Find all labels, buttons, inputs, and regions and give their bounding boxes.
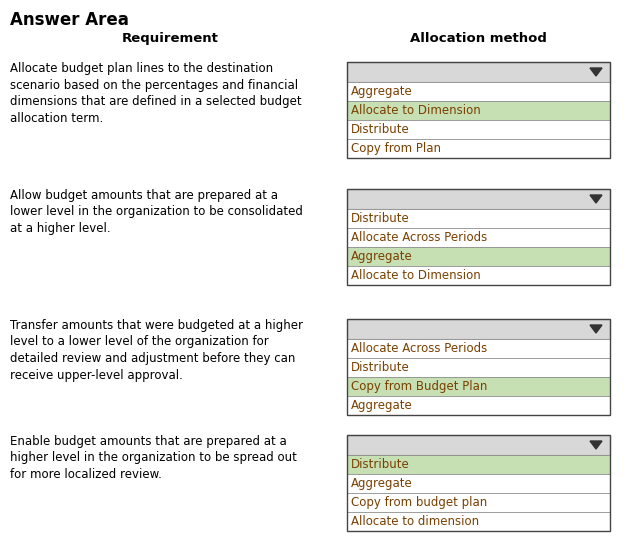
Bar xyxy=(347,435,610,531)
Text: Distribute: Distribute xyxy=(351,123,410,136)
Bar xyxy=(347,493,610,512)
Text: Allocate to Dimension: Allocate to Dimension xyxy=(351,104,481,117)
Text: Copy from Budget Plan: Copy from Budget Plan xyxy=(351,380,488,393)
Text: Aggregate: Aggregate xyxy=(351,250,413,263)
Text: Allocate to dimension: Allocate to dimension xyxy=(351,515,479,528)
Bar xyxy=(347,120,610,139)
Bar xyxy=(347,189,610,285)
Text: Aggregate: Aggregate xyxy=(351,85,413,98)
Bar xyxy=(347,139,610,158)
Text: Copy from Plan: Copy from Plan xyxy=(351,142,441,155)
Polygon shape xyxy=(590,68,602,76)
Text: Allocate to Dimension: Allocate to Dimension xyxy=(351,269,481,282)
Bar xyxy=(347,474,610,493)
Bar xyxy=(347,435,610,455)
Bar xyxy=(347,319,610,415)
Text: Allow budget amounts that are prepared at a
lower level in the organization to b: Allow budget amounts that are prepared a… xyxy=(10,189,303,235)
Text: Enable budget amounts that are prepared at a
higher level in the organization to: Enable budget amounts that are prepared … xyxy=(10,435,297,481)
Bar xyxy=(347,228,610,247)
Polygon shape xyxy=(590,325,602,333)
Bar xyxy=(347,339,610,358)
Bar xyxy=(347,82,610,101)
Text: Allocate budget plan lines to the destination
scenario based on the percentages : Allocate budget plan lines to the destin… xyxy=(10,62,302,125)
Text: Allocation method: Allocation method xyxy=(410,32,546,45)
Text: Transfer amounts that were budgeted at a higher
level to a lower level of the or: Transfer amounts that were budgeted at a… xyxy=(10,319,303,381)
Text: Distribute: Distribute xyxy=(351,212,410,225)
Polygon shape xyxy=(590,195,602,203)
Polygon shape xyxy=(590,441,602,449)
Text: Answer Area: Answer Area xyxy=(10,11,129,29)
Bar xyxy=(347,101,610,120)
Bar xyxy=(347,247,610,266)
Text: Copy from budget plan: Copy from budget plan xyxy=(351,496,487,509)
Text: Distribute: Distribute xyxy=(351,458,410,471)
Bar xyxy=(347,396,610,415)
Text: Allocate Across Periods: Allocate Across Periods xyxy=(351,342,487,355)
Text: Aggregate: Aggregate xyxy=(351,399,413,412)
Text: Allocate Across Periods: Allocate Across Periods xyxy=(351,231,487,244)
Bar xyxy=(347,319,610,339)
Text: Requirement: Requirement xyxy=(122,32,219,45)
Bar xyxy=(347,62,610,158)
Bar xyxy=(347,358,610,377)
Text: Aggregate: Aggregate xyxy=(351,477,413,490)
Text: Distribute: Distribute xyxy=(351,361,410,374)
Bar xyxy=(347,266,610,285)
Bar xyxy=(347,62,610,82)
Bar xyxy=(347,189,610,209)
Bar xyxy=(347,455,610,474)
Bar xyxy=(347,377,610,396)
Bar xyxy=(347,512,610,531)
Bar xyxy=(347,209,610,228)
